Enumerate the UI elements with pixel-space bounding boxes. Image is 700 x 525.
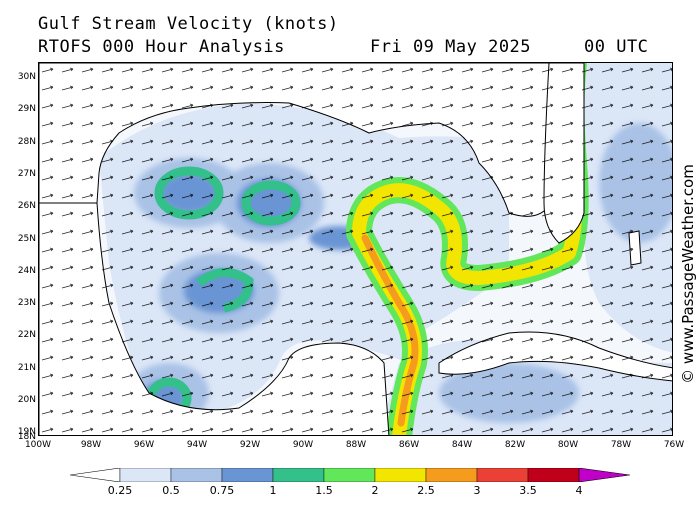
chart-title: Gulf Stream Velocity (knots) (38, 14, 339, 34)
scale-label: 0.5 (162, 484, 180, 497)
lon-label: 94W (186, 440, 208, 450)
lon-label: 84W (451, 440, 473, 450)
scale-swatch (170, 468, 223, 482)
scale-label: 1.5 (315, 484, 333, 497)
lon-label: 100W (24, 440, 52, 450)
credit-watermark: © www.PassageWeather.com (678, 150, 698, 400)
lon-label: 96W (133, 440, 155, 450)
map-svg (39, 63, 672, 435)
scale-max-arrow (578, 468, 631, 482)
scale-label: 1 (269, 484, 277, 497)
scale-label: 2.5 (417, 484, 435, 497)
lat-label: 21N (17, 363, 36, 373)
lat-label: 29N (17, 104, 36, 114)
lon-label: 92W (239, 440, 261, 450)
lat-label: 19N (17, 427, 36, 437)
date-label: Fri 09 May 2025 (370, 37, 532, 57)
lat-label: 30N (17, 72, 36, 82)
model-label: RTOFS 000 Hour Analysis (38, 37, 285, 57)
lat-label: 18N (17, 432, 36, 442)
lon-label: 76W (663, 440, 685, 450)
scale-min-arrow (70, 468, 121, 482)
scale-label: 3.5 (519, 484, 537, 497)
lon-label: 78W (610, 440, 632, 450)
lon-label: 82W (504, 440, 526, 450)
scale-swatch (527, 468, 580, 482)
lat-label: 28N (17, 137, 36, 147)
lat-label: 25N (17, 234, 36, 244)
velocity-map (38, 62, 673, 436)
scale-swatch (272, 468, 325, 482)
credit-text: © www.PassageWeather.com (679, 164, 697, 384)
scale-label: 2 (371, 484, 379, 497)
scale-label: 0.75 (209, 484, 235, 497)
lon-label: 88W (345, 440, 367, 450)
color-scale-bar (70, 468, 631, 482)
scale-swatch (221, 468, 274, 482)
scale-swatch (476, 468, 529, 482)
lat-label: 23N (17, 298, 36, 308)
lon-label: 80W (557, 440, 579, 450)
lat-label: 27N (17, 169, 36, 179)
scale-label: 4 (575, 484, 583, 497)
scale-swatch (119, 468, 172, 482)
lat-label: 20N (17, 395, 36, 405)
current-arrows (39, 63, 672, 435)
scale-swatch (323, 468, 376, 482)
lat-label: 26N (17, 201, 36, 211)
scale-swatch (374, 468, 427, 482)
scale-label: 0.25 (107, 484, 133, 497)
time-label: 00 UTC (584, 37, 649, 57)
scale-label: 3 (473, 484, 481, 497)
lat-label: 22N (17, 330, 36, 340)
scale-swatch (425, 468, 478, 482)
lon-label: 86W (398, 440, 420, 450)
lon-label: 90W (292, 440, 314, 450)
lat-label: 24N (17, 266, 36, 276)
lon-label: 98W (80, 440, 102, 450)
